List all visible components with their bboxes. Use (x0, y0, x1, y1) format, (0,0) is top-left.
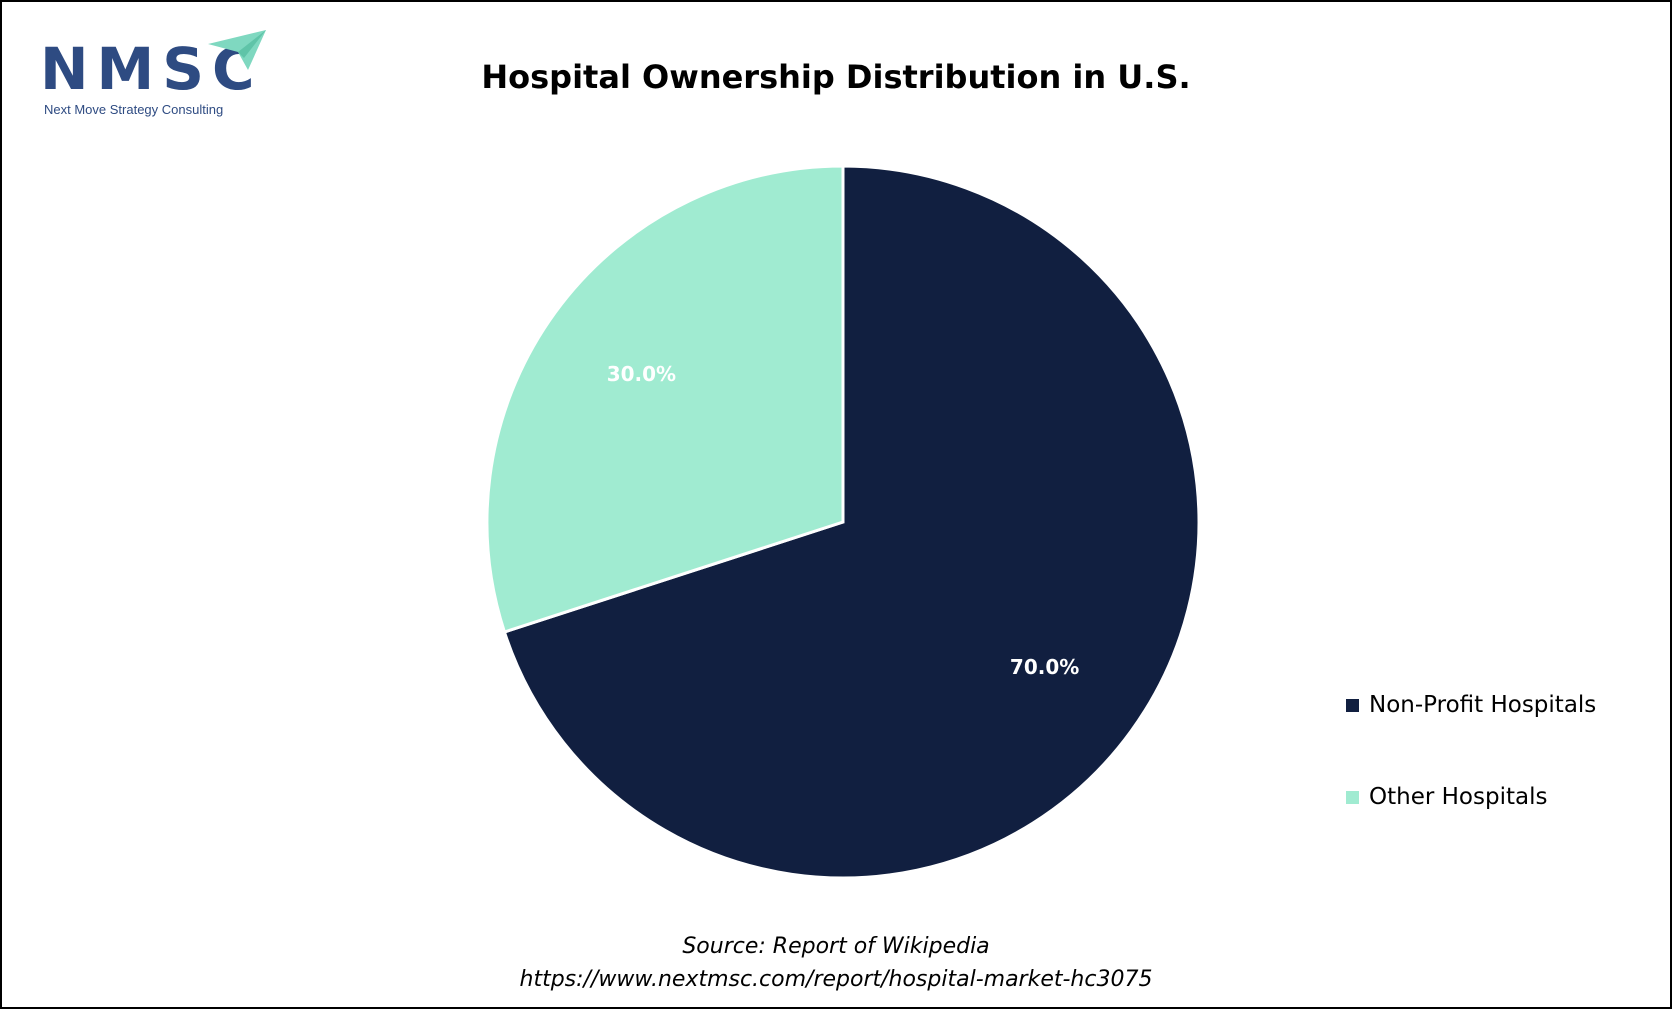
logo-tagline: Next Move Strategy Consulting (44, 102, 224, 117)
source-note: Source: Report of Wikipedia https://www.… (2, 930, 1670, 996)
legend-item-other: Other Hospitals (1346, 782, 1596, 812)
source-url: https://www.nextmsc.com/report/hospital-… (519, 967, 1153, 992)
pie-slice-other (485, 164, 845, 634)
data-label-other: 30.0% (607, 362, 676, 386)
chart-legend: Non-Profit Hospitals Other Hospitals (1346, 690, 1596, 874)
pie-slice-non-profit (502, 164, 1201, 880)
logo-wordmark: NMSC (40, 35, 263, 103)
data-label-non-profit: 70.0% (1010, 655, 1079, 679)
legend-item-non-profit: Non-Profit Hospitals (1346, 690, 1596, 720)
legend-label-other: Other Hospitals (1369, 784, 1548, 810)
paper-plane-icon (208, 30, 266, 70)
legend-label-non-profit: Non-Profit Hospitals (1369, 692, 1597, 718)
legend-swatch-other (1346, 790, 1359, 804)
legend-swatch-non-profit (1346, 698, 1359, 712)
source-line: Source: Report of Wikipedia (682, 934, 990, 959)
chart-title: Hospital Ownership Distribution in U.S. (481, 58, 1191, 96)
nmsc-logo: NMSC Next Move Strategy Consulting (40, 30, 270, 120)
